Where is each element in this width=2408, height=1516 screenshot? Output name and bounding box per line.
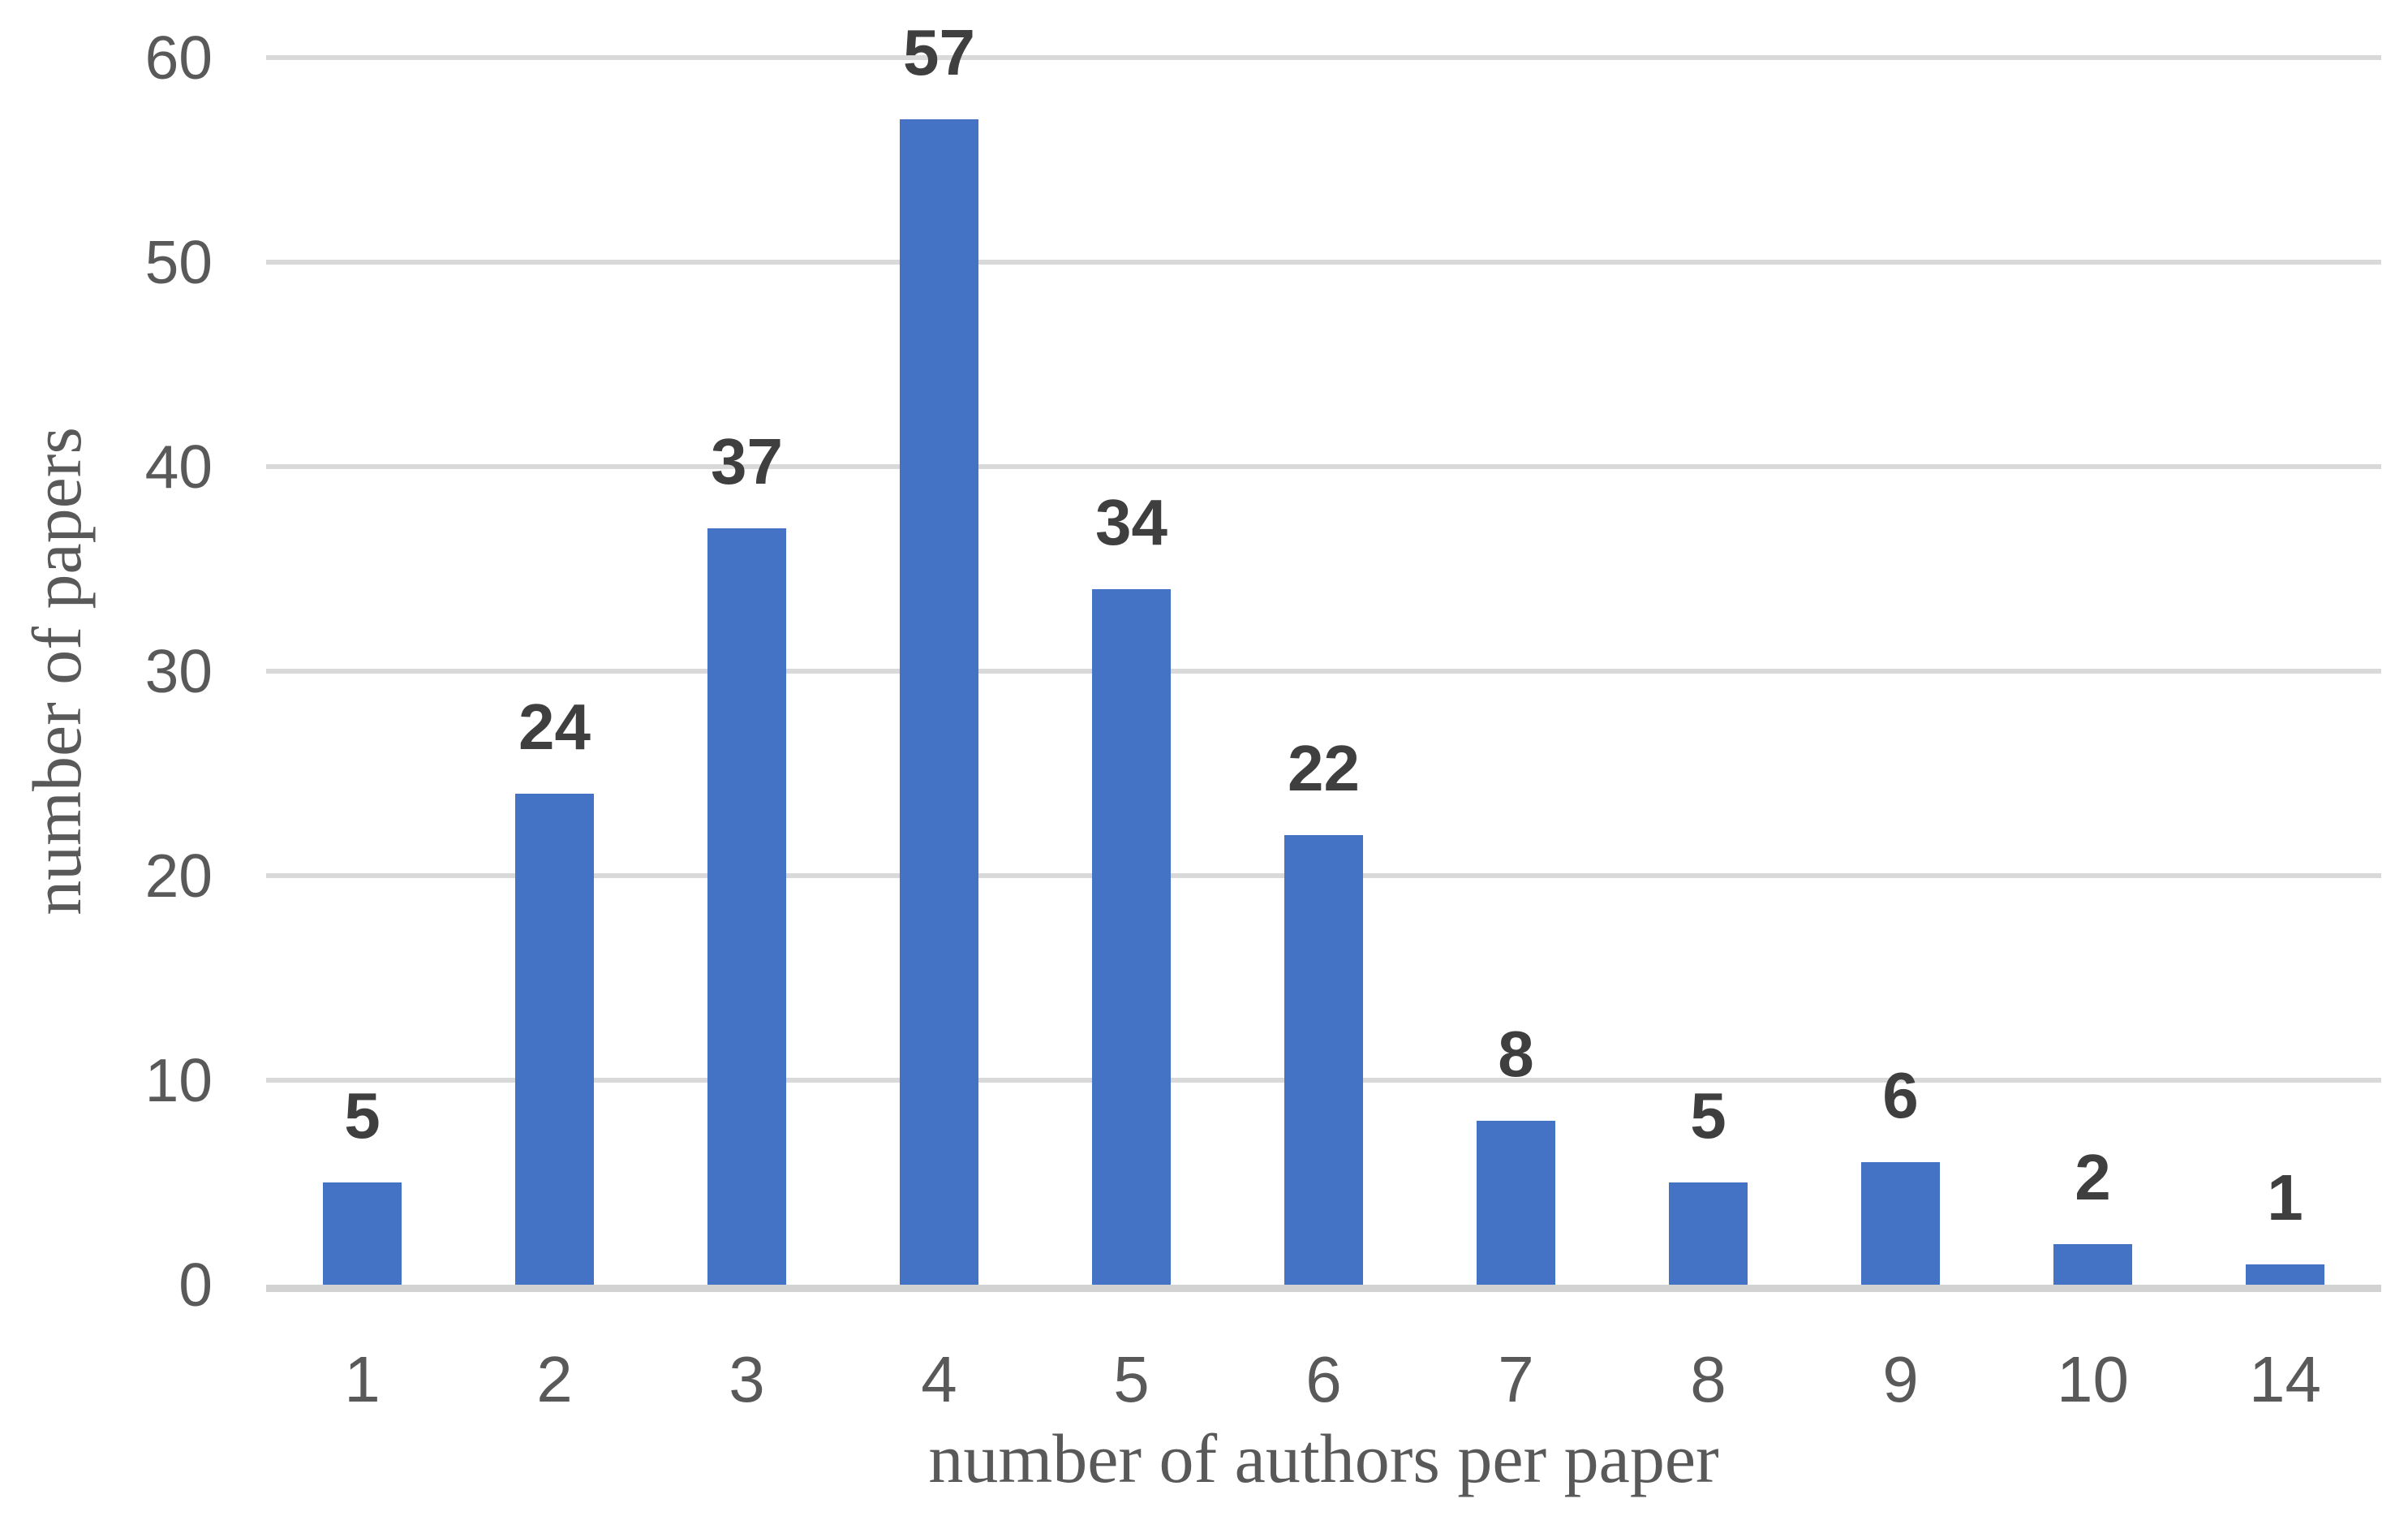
- bar-authors-10: [2053, 1243, 2132, 1285]
- gridline: [266, 55, 2381, 60]
- bar-authors-1: [323, 1182, 402, 1285]
- x-tick-label: 8: [1690, 1343, 1726, 1415]
- x-tick-label: 10: [2057, 1343, 2129, 1415]
- bar-authors-3: [707, 528, 786, 1285]
- bar-authors-7: [1477, 1121, 1555, 1285]
- y-tick-label: 30: [144, 637, 213, 705]
- x-tick-label: 6: [1305, 1343, 1342, 1415]
- bar-value-label: 5: [1690, 1079, 1726, 1152]
- bar-authors-14: [2246, 1264, 2324, 1285]
- bar-value-label: 8: [1498, 1018, 1534, 1091]
- x-tick-label: 2: [536, 1343, 573, 1415]
- bar-value-label: 6: [1882, 1058, 1919, 1131]
- bar-authors-2: [515, 794, 594, 1285]
- bar-authors-6: [1284, 834, 1363, 1285]
- gridline: [266, 464, 2381, 469]
- y-tick-label: 60: [144, 24, 213, 92]
- y-tick-label: 50: [144, 228, 213, 296]
- bar-value-label: 24: [518, 691, 591, 764]
- y-tick-label: 10: [144, 1046, 213, 1114]
- x-tick-label: 14: [2249, 1343, 2321, 1415]
- x-axis-baseline: [266, 1285, 2381, 1292]
- x-axis-title: number of authors per paper: [928, 1419, 1719, 1497]
- bar-authors-9: [1861, 1161, 1940, 1285]
- bar-value-label: 2: [2075, 1140, 2111, 1213]
- x-tick-label: 4: [921, 1343, 957, 1415]
- x-tick-label: 1: [344, 1343, 381, 1415]
- x-tick-label: 3: [729, 1343, 765, 1415]
- bar-value-label: 5: [344, 1079, 381, 1152]
- bar-value-label: 22: [1288, 731, 1360, 804]
- bar-authors-8: [1669, 1182, 1748, 1285]
- x-tick-label: 5: [1113, 1343, 1150, 1415]
- bar-authors-4: [900, 118, 978, 1285]
- y-axis-title: number of papers: [18, 427, 96, 915]
- bar-value-label: 37: [711, 424, 783, 497]
- y-tick-label: 0: [178, 1251, 213, 1319]
- bar-authors-5: [1092, 589, 1171, 1285]
- bar-value-label: 34: [1095, 486, 1167, 559]
- y-tick-label: 20: [144, 842, 213, 910]
- bar-value-label: 57: [903, 15, 975, 88]
- y-tick-label: 40: [144, 433, 213, 501]
- bar-value-label: 1: [2267, 1161, 2303, 1234]
- gridline: [266, 260, 2381, 265]
- x-tick-label: 9: [1882, 1343, 1919, 1415]
- gridline: [266, 669, 2381, 674]
- x-tick-label: 7: [1498, 1343, 1534, 1415]
